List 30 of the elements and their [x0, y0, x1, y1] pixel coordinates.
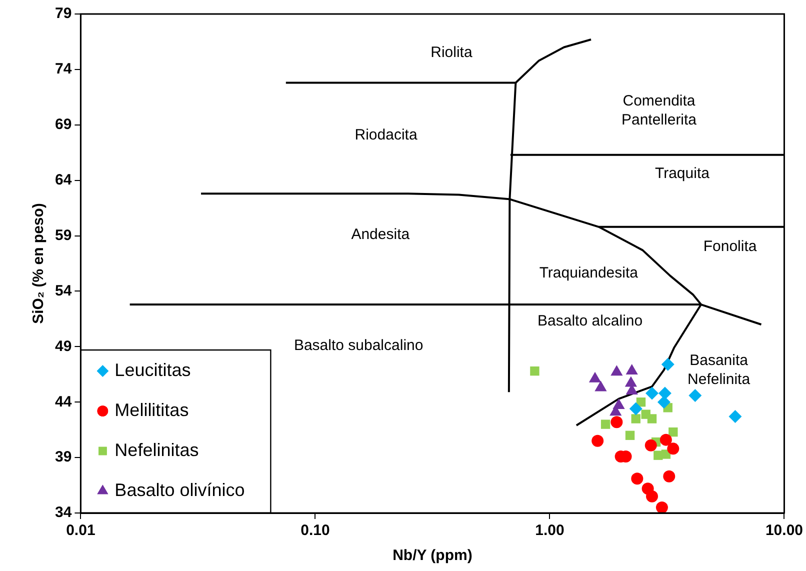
y-tick-label: 79	[54, 5, 72, 22]
legend-label: Nefelinitas	[114, 440, 199, 460]
annotation: Basanita Nefelinita	[688, 352, 751, 388]
legend-label: Melilititas	[114, 400, 189, 420]
x-tick-label: 1.00	[535, 522, 564, 540]
y-tick-label: 64	[54, 171, 72, 188]
y-tick-label: 44	[54, 393, 72, 410]
y-tick-label: 74	[54, 60, 72, 78]
y-axis-title: SiO₂ (% en peso)	[30, 203, 48, 324]
annotation: Basalto alcalino	[538, 312, 643, 330]
annotation: Fonolita	[703, 238, 758, 256]
annotation: Traquiandesita	[539, 264, 639, 282]
y-tick-label: 34	[54, 504, 72, 522]
y-tick-label: 39	[54, 448, 72, 466]
x-tick-label: 0.01	[66, 522, 96, 540]
annotation: Basalto subalcalino	[294, 336, 424, 354]
x-axis-title: Nb/Y (ppm)	[392, 547, 472, 564]
x-tick-label: 10.00	[765, 522, 804, 540]
y-tick-label: 54	[54, 282, 72, 300]
annotation: Andesita	[351, 226, 410, 244]
legend-label: Leucititas	[114, 360, 191, 380]
y-tick-label: 49	[54, 338, 72, 355]
annotation: Riolita	[430, 44, 473, 62]
annotation: Traquita	[654, 164, 710, 182]
annotation: Comendita Pantellerita	[621, 92, 698, 128]
y-tick-label: 59	[54, 226, 72, 244]
annotation: Riodacita	[354, 126, 418, 144]
y-tick-label: 69	[54, 116, 72, 134]
x-tick-label: 0.10	[300, 522, 330, 540]
legend-label: Basalto olivínico	[114, 480, 245, 500]
